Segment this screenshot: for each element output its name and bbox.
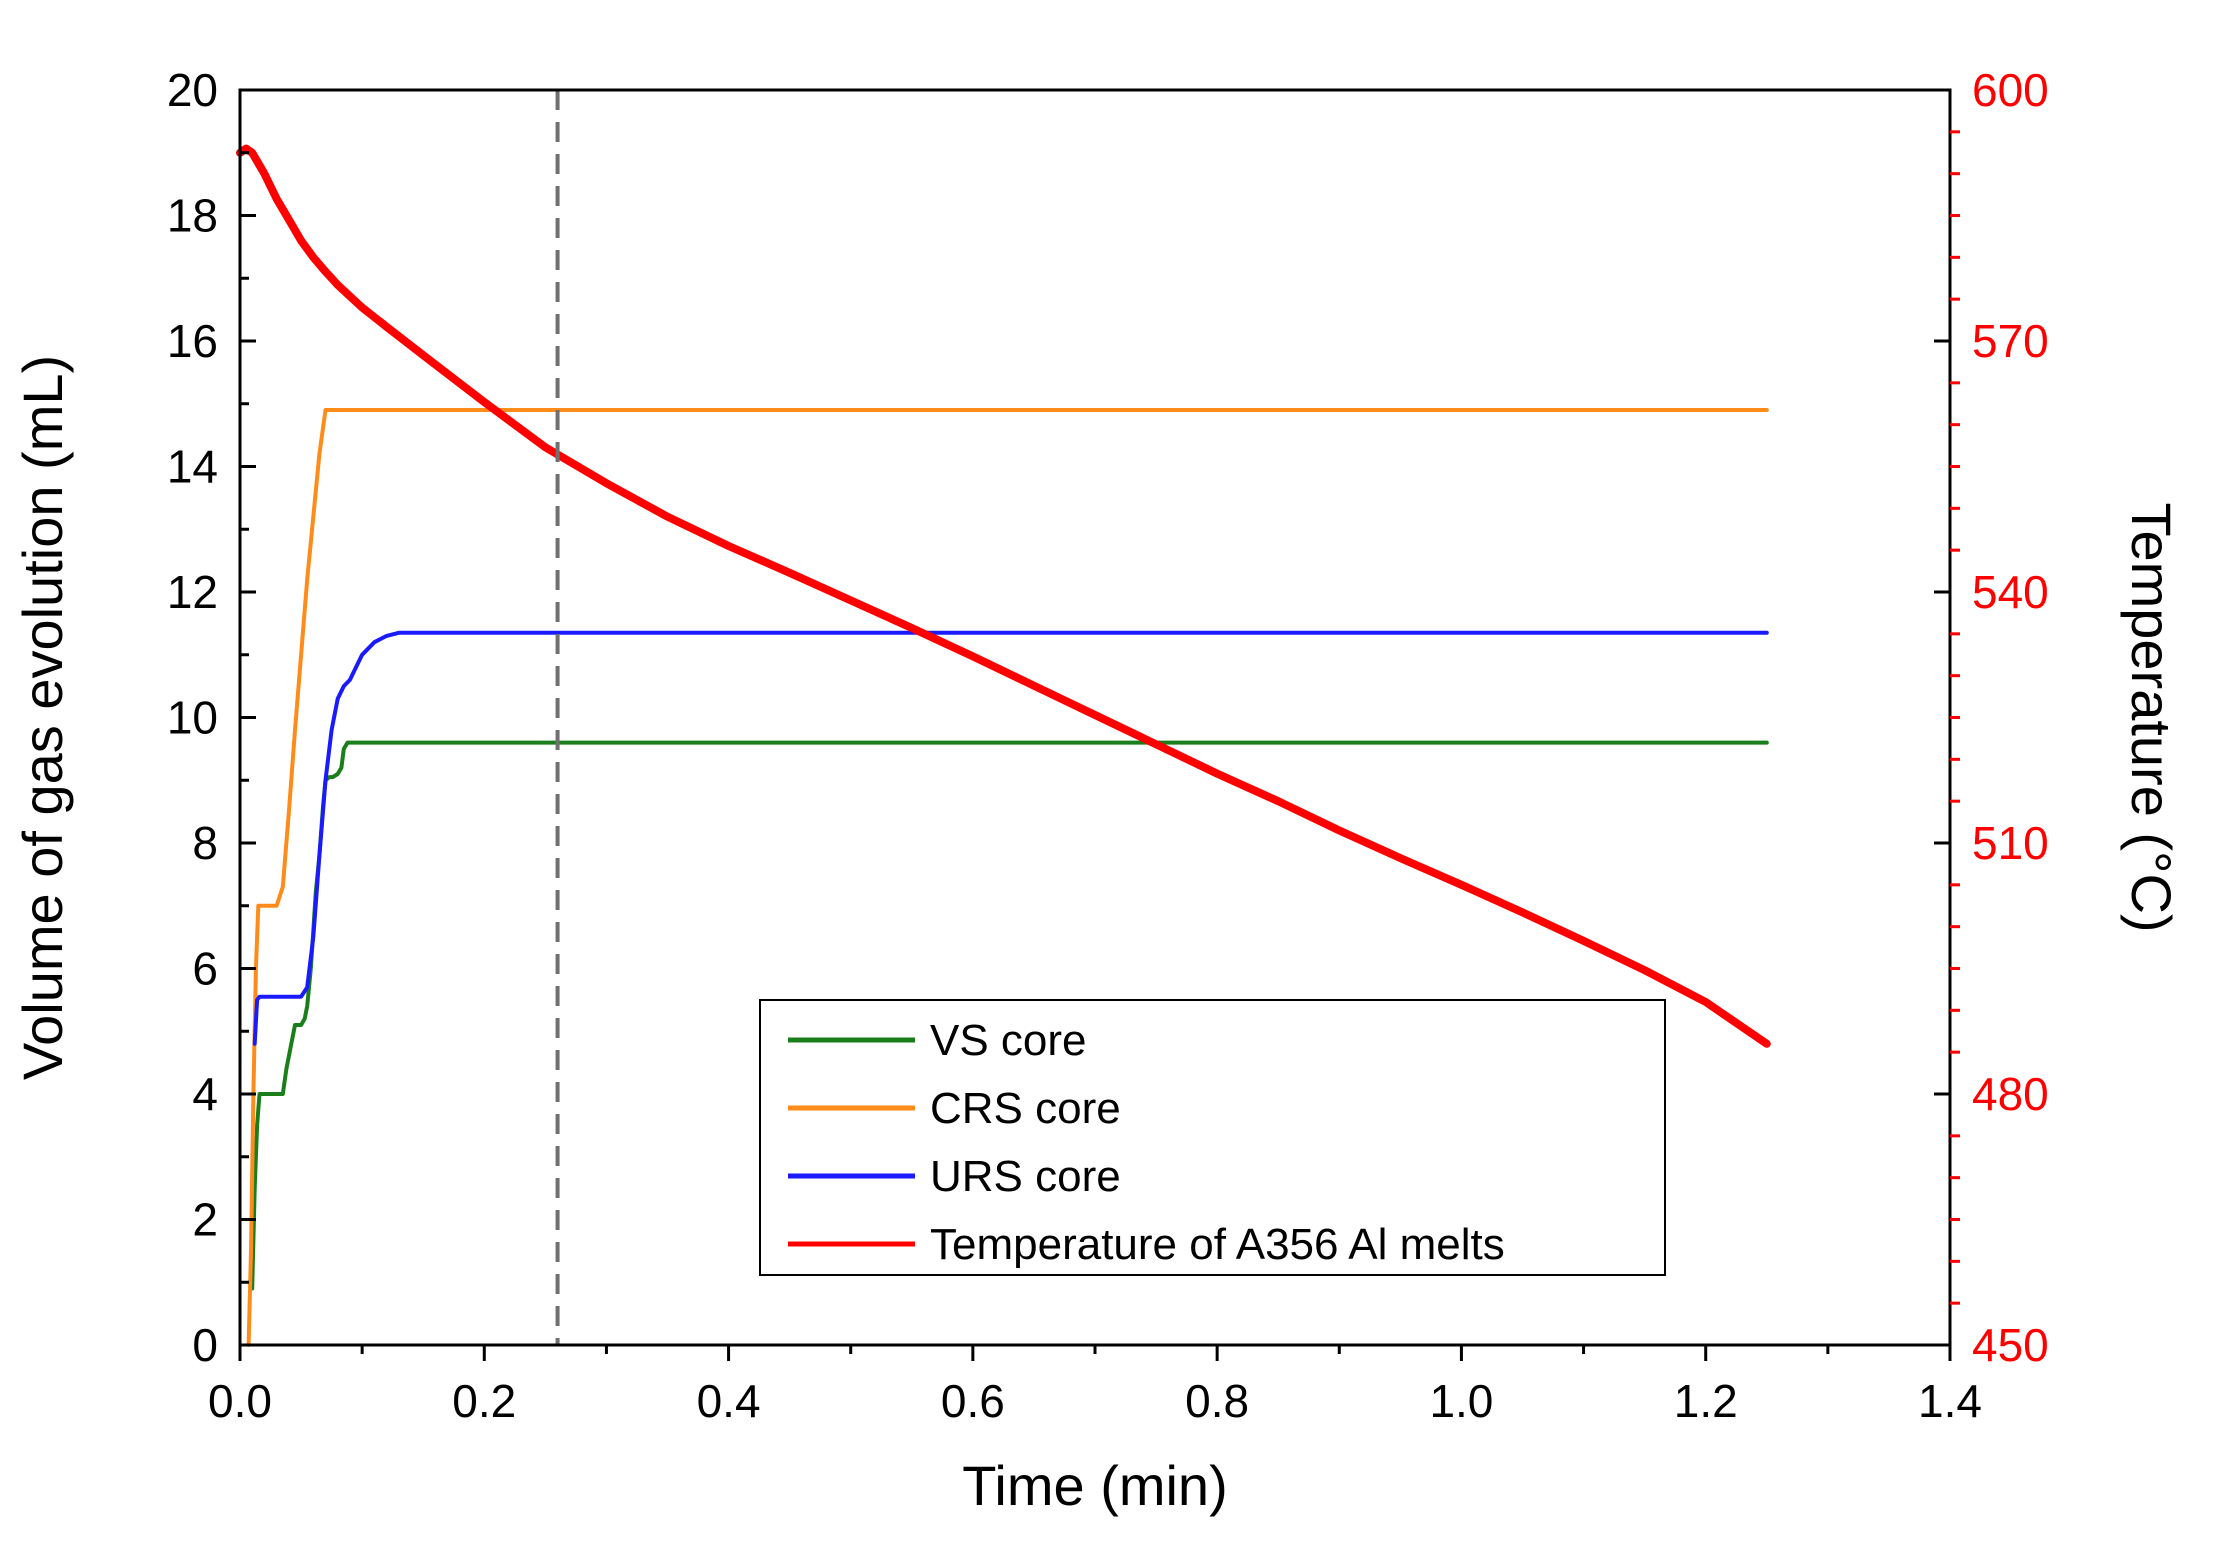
legend: VS core CRS core URS core Temperature of… [759,999,1666,1276]
x-tick-label: 1.2 [1674,1375,1738,1427]
y-tick-label: 2 [192,1194,218,1246]
y-tick-label: 16 [167,315,218,367]
y-tick-label: 0 [192,1319,218,1371]
legend-label-crs-core: CRS core [930,1084,1121,1133]
y-right-tick-label: 540 [1972,566,2049,618]
x-tick-label: 1.0 [1429,1375,1493,1427]
legend-label-temperature: Temperature of A356 Al melts [930,1220,1505,1269]
y-tick-label: 20 [167,64,218,116]
y-tick-label: 8 [192,817,218,869]
legend-label-vs-core: VS core [930,1016,1087,1065]
y-right-tick-label: 600 [1972,64,2049,116]
x-tick-label: 0.0 [208,1375,272,1427]
y-axis-title: Volume of gas evolution (mL) [11,355,74,1080]
x-tick-label: 0.8 [1185,1375,1249,1427]
left-axis: 0 2 4 6 8 10 12 14 16 18 20 [167,64,256,1371]
y-axis-right-title: Temperature (°C) [2120,502,2183,932]
series-line-temperature-of-a356-al-melts [236,144,1771,1048]
right-axis: 450 480 510 540 570 600 [1934,64,2049,1371]
x-tick-label: 1.4 [1918,1375,1982,1427]
y-right-tick-label: 570 [1972,315,2049,367]
y-tick-label: 12 [167,566,218,618]
y-tick-label: 10 [167,692,218,744]
legend-label-urs-core: URS core [930,1152,1121,1201]
legend-box [759,999,1666,1276]
bottom-axis: 0.0 0.2 0.4 0.6 0.8 1.0 1.2 1.4 [208,1345,1982,1427]
y-tick-label: 14 [167,441,218,493]
y-right-tick-label: 480 [1972,1068,2049,1120]
y-tick-label: 6 [192,943,218,995]
x-axis-title: Time (min) [962,1454,1227,1517]
x-tick-label: 0.6 [941,1375,1005,1427]
x-tick-label: 0.4 [697,1375,761,1427]
y-tick-label: 18 [167,190,218,242]
y-right-tick-label: 510 [1972,817,2049,869]
y-tick-label: 4 [192,1068,218,1120]
x-tick-label: 0.2 [452,1375,516,1427]
y-right-tick-label: 450 [1972,1319,2049,1371]
series-line-urs-core [252,630,1769,1046]
